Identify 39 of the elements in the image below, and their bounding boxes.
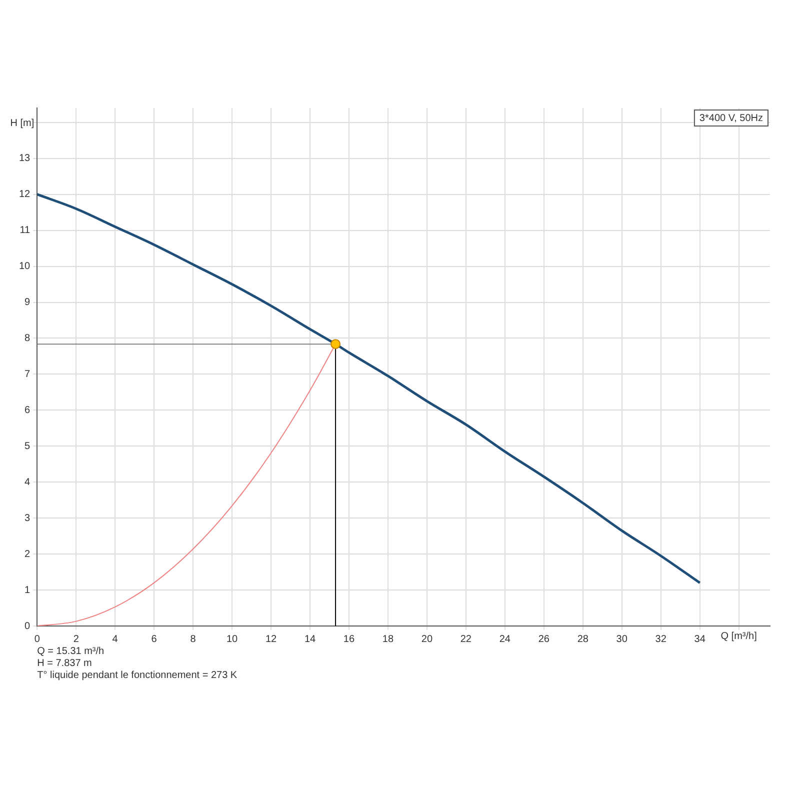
y-tick-label: 0 (24, 620, 31, 632)
y-tick-label: 10 (19, 261, 31, 272)
text: T° liquide pendant le fonctionnement = 273 K (37, 670, 238, 681)
x-tick-label: 26 (538, 634, 550, 645)
y-tick-label: 7 (24, 368, 31, 380)
x-tick-label: 28 (577, 634, 589, 645)
y-tick-label: 4 (24, 476, 31, 488)
x-tick-label: 2 (73, 634, 80, 645)
y-tick-label: 5 (24, 440, 31, 452)
x-tick-label: 12 (265, 634, 278, 645)
x-tick-label: 14 (304, 634, 316, 645)
x-tick-label: 22 (460, 634, 472, 645)
y-axis-title: H [m] (10, 118, 34, 130)
annotation: 3*400 V, 50Hz (699, 112, 764, 124)
y-tick-label: 12 (19, 189, 31, 200)
y-tick-label: 6 (24, 404, 31, 416)
x-tick-label: 32 (655, 634, 667, 645)
x-axis-title: Q [m³/h] (720, 630, 758, 642)
x-tick-label: 20 (421, 634, 433, 645)
text: Q = 15.31 m³/h (37, 646, 104, 657)
x-tick-label: 16 (343, 634, 355, 645)
x-tick-label: 34 (694, 634, 706, 645)
y-tick-label: 3 (24, 512, 31, 524)
x-tick-label: 8 (190, 634, 196, 645)
x-tick-label: 30 (616, 634, 628, 645)
y-tick-label: 11 (20, 225, 31, 236)
x-tick-label: 10 (226, 634, 238, 645)
text: H = 7.837 m (37, 658, 92, 669)
y-tick-label: 2 (24, 548, 31, 560)
y-tick-label: 13 (19, 153, 31, 164)
x-tick-label: 0 (34, 634, 40, 645)
x-tick-label: 4 (112, 634, 118, 645)
y-tick-label: 8 (24, 332, 31, 344)
x-tick-label: 24 (499, 634, 511, 645)
x-tick-label: 18 (382, 634, 394, 645)
y-tick-label: 9 (24, 297, 31, 308)
x-tick-label: 6 (151, 634, 158, 645)
y-tick-label: 1 (24, 584, 31, 596)
line-series (37, 193, 702, 584)
